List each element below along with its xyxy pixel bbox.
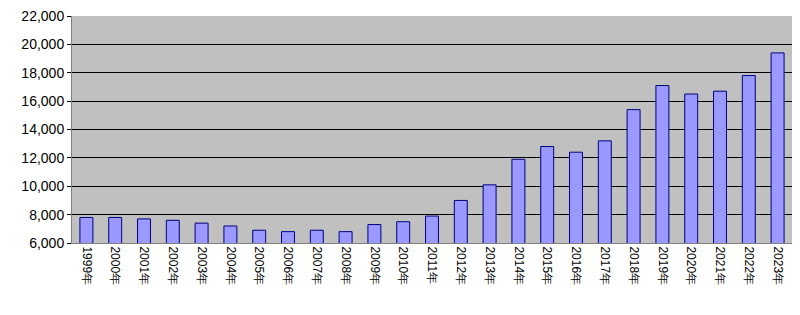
svg-text:2009年: 2009年 [368,246,382,285]
svg-text:2015年: 2015年 [540,246,554,285]
svg-text:2005年: 2005年 [252,246,266,285]
svg-text:2000年: 2000年 [108,246,122,285]
svg-text:2013年: 2013年 [483,246,497,285]
svg-text:2012年: 2012年 [454,246,468,285]
svg-text:2016年: 2016年 [569,246,583,285]
svg-text:1999年: 1999年 [80,246,94,285]
svg-text:2020年: 2020年 [684,246,698,285]
svg-text:2021年: 2021年 [713,246,727,285]
svg-text:2017年: 2017年 [598,246,612,285]
svg-text:2011年: 2011年 [425,246,439,284]
svg-text:2010年: 2010年 [396,246,410,285]
svg-text:2007年: 2007年 [310,246,324,285]
svg-text:8,000: 8,000 [29,207,64,223]
svg-text:2002年: 2002年 [166,246,180,285]
svg-text:2001年: 2001年 [137,246,151,285]
svg-text:2018年: 2018年 [627,246,641,285]
svg-text:2004年: 2004年 [224,246,238,285]
svg-text:14,000: 14,000 [21,121,64,137]
svg-text:16,000: 16,000 [21,93,64,109]
svg-text:6,000: 6,000 [29,235,64,251]
svg-text:20,000: 20,000 [21,36,64,52]
svg-text:2023年: 2023年 [771,246,785,285]
svg-text:2014年: 2014年 [512,246,526,285]
svg-text:18,000: 18,000 [21,65,64,81]
svg-text:12,000: 12,000 [21,150,64,166]
svg-text:10,000: 10,000 [21,178,64,194]
svg-text:2003年: 2003年 [195,246,209,285]
svg-text:2006年: 2006年 [281,246,295,285]
svg-text:2019年: 2019年 [656,246,670,285]
svg-text:22,000: 22,000 [21,8,64,24]
svg-text:2022年: 2022年 [742,246,756,285]
svg-text:2008年: 2008年 [339,246,353,285]
